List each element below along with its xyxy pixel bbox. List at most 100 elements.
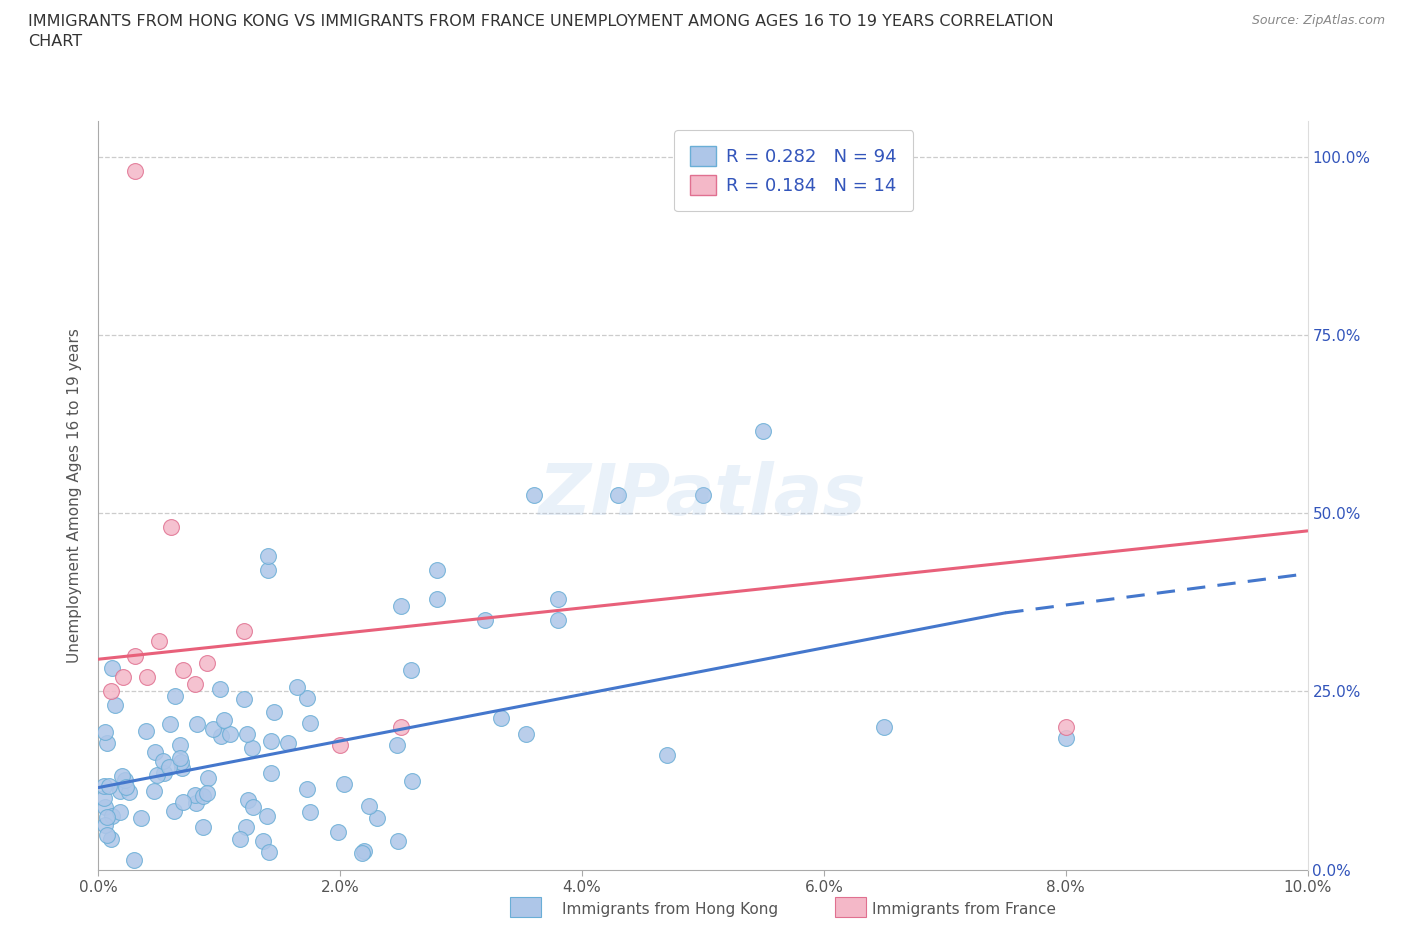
Point	[146, 767, 169, 782]
Point	[389, 720, 412, 735]
Point	[209, 682, 232, 697]
Point	[169, 737, 191, 752]
Point	[94, 817, 117, 832]
Point	[212, 712, 235, 727]
Point	[114, 779, 136, 794]
Point	[152, 753, 174, 768]
Point	[260, 765, 283, 780]
Point	[329, 737, 352, 752]
Point	[873, 720, 896, 735]
Point	[277, 736, 299, 751]
Point	[163, 688, 186, 703]
Point	[184, 796, 207, 811]
Point	[157, 760, 180, 775]
Point	[118, 785, 141, 800]
Point	[1054, 730, 1077, 745]
Point	[104, 698, 127, 712]
Point	[219, 726, 242, 741]
Point	[96, 736, 118, 751]
Point	[366, 811, 388, 826]
Point	[263, 704, 285, 719]
Point	[299, 804, 322, 819]
Text: Source: ZipAtlas.com: Source: ZipAtlas.com	[1251, 14, 1385, 27]
Point	[135, 670, 157, 684]
Bar	[835, 897, 866, 917]
Point	[195, 656, 218, 671]
Point	[401, 774, 423, 789]
Point	[752, 424, 775, 439]
Point	[1054, 720, 1077, 735]
Point	[93, 778, 115, 793]
Point	[100, 831, 122, 846]
Point	[285, 679, 308, 694]
Point	[350, 845, 373, 860]
Point	[191, 820, 214, 835]
Point	[238, 793, 260, 808]
Point	[159, 717, 181, 732]
Point	[101, 809, 124, 824]
Point	[108, 805, 131, 820]
Text: ZIPatlas: ZIPatlas	[540, 460, 866, 530]
Point	[124, 853, 146, 868]
Point	[399, 662, 422, 677]
Point	[172, 795, 194, 810]
Point	[259, 844, 281, 859]
Point	[111, 769, 134, 784]
Point	[184, 677, 207, 692]
Point	[235, 819, 257, 834]
Text: Immigrants from France: Immigrants from France	[872, 902, 1056, 917]
Text: Immigrants from Hong Kong: Immigrants from Hong Kong	[562, 902, 779, 917]
Point	[256, 808, 278, 823]
Point	[145, 744, 167, 759]
Point	[93, 790, 115, 805]
Point	[186, 717, 208, 732]
Point	[114, 773, 136, 788]
Text: IMMIGRANTS FROM HONG KONG VS IMMIGRANTS FROM FRANCE UNEMPLOYMENT AMONG AGES 16 T: IMMIGRANTS FROM HONG KONG VS IMMIGRANTS …	[28, 14, 1053, 48]
Point	[389, 598, 412, 613]
Point	[353, 844, 375, 858]
Point	[655, 748, 678, 763]
Point	[252, 833, 274, 848]
Point	[98, 778, 121, 793]
Point	[169, 751, 191, 765]
Point	[111, 670, 134, 684]
Legend: R = 0.282   N = 94, R = 0.184   N = 14: R = 0.282 N = 94, R = 0.184 N = 14	[673, 130, 914, 211]
Point	[160, 520, 183, 535]
Point	[124, 648, 146, 663]
Point	[172, 761, 194, 776]
Point	[328, 825, 350, 840]
Point	[96, 809, 118, 824]
Point	[96, 828, 118, 843]
Point	[148, 634, 170, 649]
Point	[259, 734, 281, 749]
Point	[256, 563, 278, 578]
Point	[135, 724, 157, 738]
Point	[170, 754, 193, 769]
Point	[201, 721, 224, 736]
Point	[209, 728, 232, 743]
Point	[547, 591, 569, 606]
Point	[232, 623, 254, 638]
Bar	[510, 897, 541, 917]
Point	[242, 800, 264, 815]
Point	[523, 488, 546, 503]
Point	[143, 784, 166, 799]
Point	[100, 684, 122, 698]
Point	[108, 783, 131, 798]
Point	[607, 488, 630, 503]
Point	[236, 726, 259, 741]
Point	[426, 563, 449, 578]
Point	[129, 810, 152, 825]
Point	[229, 831, 252, 846]
Point	[94, 724, 117, 739]
Point	[163, 804, 186, 819]
Point	[295, 782, 318, 797]
Point	[298, 716, 321, 731]
Point	[426, 591, 449, 606]
Point	[692, 488, 714, 503]
Point	[94, 800, 117, 815]
Point	[197, 771, 219, 786]
Point	[385, 737, 408, 752]
Point	[195, 786, 218, 801]
Point	[232, 691, 254, 706]
